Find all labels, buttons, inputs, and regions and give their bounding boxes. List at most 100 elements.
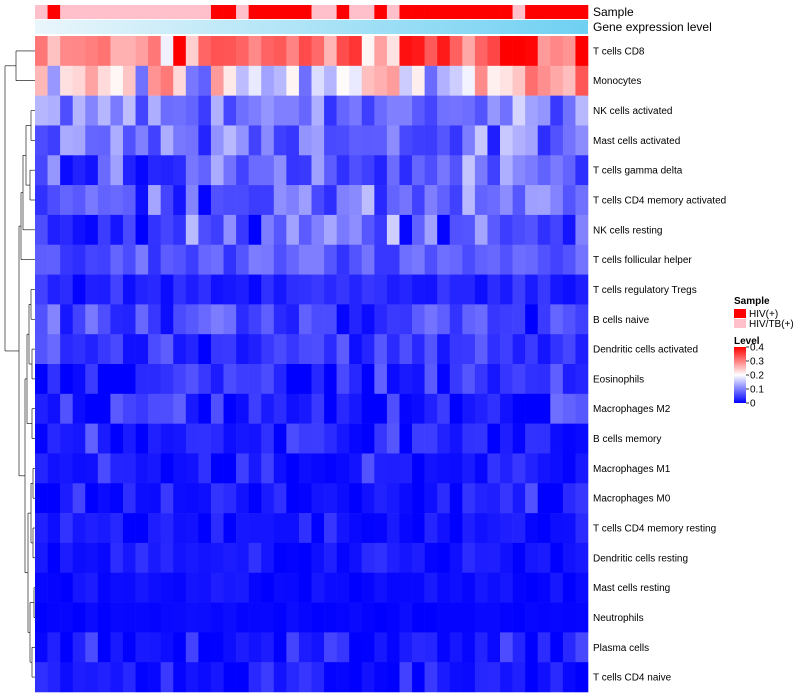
heatmap-cell <box>160 483 174 514</box>
heatmap-cell <box>286 483 300 514</box>
heatmap-cell <box>374 632 388 663</box>
heatmap-cell <box>72 334 86 365</box>
heatmap-cell <box>512 602 526 633</box>
heatmap-cell <box>537 334 551 365</box>
heatmap-cell <box>298 572 312 603</box>
row-label: Monocytes <box>593 76 641 87</box>
heatmap-cell <box>437 125 451 156</box>
heatmap-cell <box>324 244 337 275</box>
heatmap-cell <box>47 36 61 67</box>
heatmap-cell <box>236 65 249 96</box>
heatmap-cell <box>236 662 249 693</box>
heatmap-cell <box>286 244 300 275</box>
heatmap-cell <box>35 155 48 186</box>
heatmap-cell <box>437 572 451 603</box>
heatmap-cell <box>361 185 375 216</box>
heatmap-cell <box>386 334 400 365</box>
heatmap-cell <box>550 393 564 424</box>
heatmap-cell <box>474 125 488 156</box>
heatmap-cell <box>160 125 174 156</box>
heatmap-cell <box>399 542 413 574</box>
heatmap-cell <box>198 572 212 603</box>
heatmap-cell <box>512 423 526 454</box>
heatmap-cell <box>298 483 312 514</box>
heatmap-cell <box>97 632 111 663</box>
heatmap-cell <box>273 662 287 693</box>
heatmap-cell <box>110 483 124 514</box>
heatmap-cell <box>286 423 300 454</box>
heatmap-cell <box>60 602 74 633</box>
heatmap-cell <box>575 662 589 693</box>
heatmap-cell <box>35 602 48 633</box>
heatmap-cell <box>173 542 187 574</box>
heatmap-cell <box>110 185 124 216</box>
heatmap-cell <box>550 36 564 67</box>
heatmap-cell <box>298 542 312 574</box>
heatmap-cell <box>122 185 136 216</box>
heatmap-cell <box>462 214 476 246</box>
heatmap-cell <box>185 214 199 246</box>
heatmap-cell <box>60 423 74 454</box>
heatmap-cell <box>97 36 111 67</box>
heatmap-cell <box>210 542 224 574</box>
heatmap-cell <box>47 602 61 633</box>
heatmap-cell <box>148 364 161 395</box>
heatmap-cell <box>462 632 476 663</box>
heatmap-cell <box>336 393 350 424</box>
heatmap-cell <box>487 36 501 67</box>
heatmap-cell <box>512 334 526 365</box>
heatmap-cell <box>273 334 287 365</box>
heatmap-cell <box>148 572 161 603</box>
heatmap-cell <box>437 453 451 484</box>
heatmap-cell <box>273 244 287 275</box>
sample-annotation-cell <box>311 5 325 19</box>
heatmap-cell <box>361 513 375 544</box>
heatmap-cell <box>298 513 312 544</box>
heatmap-cell <box>223 483 237 514</box>
heatmap-cell <box>85 513 99 544</box>
heatmap-cell <box>97 423 111 454</box>
heatmap-cell <box>550 65 564 96</box>
heatmap-cell <box>122 334 136 365</box>
heatmap-cell <box>60 65 74 96</box>
heatmap-cell <box>374 185 388 216</box>
row-dendrogram <box>4 50 35 678</box>
heatmap-cell <box>122 393 136 424</box>
heatmap-cell <box>135 393 149 424</box>
heatmap-cell <box>575 95 589 126</box>
heatmap-cell <box>60 36 74 67</box>
heatmap-cell <box>261 513 275 544</box>
heatmap-cell <box>462 304 476 335</box>
row-label: T cells gamma delta <box>593 166 683 177</box>
heatmap-cell <box>298 364 312 395</box>
heatmap-cell <box>575 483 589 514</box>
heatmap-cell <box>500 602 513 633</box>
heatmap-cell <box>298 185 312 216</box>
heatmap-cell <box>72 364 86 395</box>
heatmap-cell <box>47 542 61 574</box>
heatmap-cell <box>110 304 124 335</box>
heatmap-cell <box>424 214 438 246</box>
heatmap-cell <box>97 65 111 96</box>
heatmap-cell <box>412 214 425 246</box>
row-label: T cells CD4 naive <box>593 673 672 684</box>
heatmap-cell <box>374 364 388 395</box>
legend-level-tick-label: 0.1 <box>750 385 764 396</box>
heatmap-cell <box>412 662 425 693</box>
heatmap-cell <box>97 274 111 305</box>
heatmap-cell <box>160 95 174 126</box>
heatmap-cell <box>474 244 488 275</box>
heatmap-cell <box>261 662 275 693</box>
heatmap-cell <box>311 393 325 424</box>
heatmap-cell <box>60 572 74 603</box>
heatmap-cell <box>324 36 337 67</box>
heatmap-cell <box>97 95 111 126</box>
heatmap-cell <box>97 185 111 216</box>
heatmap-cell <box>386 632 400 663</box>
legend-label-hiv: HIV(+) <box>749 309 778 320</box>
heatmap-cell <box>311 65 325 96</box>
heatmap-cell <box>248 36 262 67</box>
heatmap-cell <box>135 36 149 67</box>
heatmap-cell <box>324 662 337 693</box>
